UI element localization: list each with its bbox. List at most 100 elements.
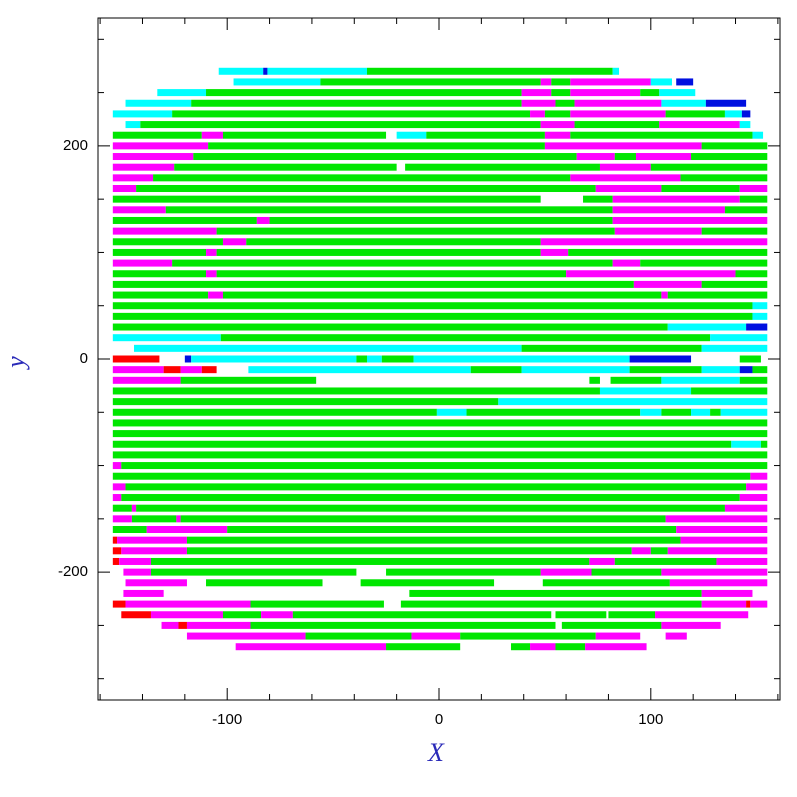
strip-segment xyxy=(112,174,154,182)
strip-segment xyxy=(661,99,706,107)
strip-segment xyxy=(165,206,613,214)
strip-segment xyxy=(180,376,317,384)
strip-segment xyxy=(680,174,768,182)
strip-segment xyxy=(650,78,672,86)
y-axis-label: y xyxy=(1,356,30,371)
strip-segment xyxy=(131,515,177,523)
strip-segment xyxy=(112,430,768,438)
strip-segment xyxy=(112,419,768,427)
strip-segment xyxy=(112,291,209,299)
strip-segment xyxy=(739,185,768,192)
strip-segment xyxy=(250,600,384,608)
strip-segment xyxy=(184,355,192,363)
strip-segment xyxy=(153,174,571,182)
strip-segment xyxy=(112,280,634,288)
strip-segment xyxy=(146,526,228,533)
strip-segment xyxy=(112,472,751,480)
strip-segment xyxy=(612,206,725,214)
strip-segment xyxy=(724,504,768,512)
strip-segment xyxy=(752,366,768,374)
strip-segment xyxy=(112,270,207,278)
strip-segment xyxy=(521,366,630,374)
strip-segment xyxy=(705,99,747,107)
strip-segment xyxy=(612,67,620,75)
strip-segment xyxy=(248,366,471,374)
strip-segment xyxy=(112,238,223,246)
strip-segment xyxy=(112,366,164,374)
strip-segment xyxy=(701,280,768,288)
strip-segment xyxy=(659,121,740,129)
strip-segment xyxy=(470,366,522,374)
strip-segment xyxy=(112,163,175,171)
strip-segment xyxy=(191,99,522,107)
strip-segment xyxy=(201,366,217,374)
strip-segment xyxy=(701,344,768,352)
strip-segment xyxy=(542,579,670,587)
strip-segment xyxy=(612,216,768,224)
strip-segment xyxy=(739,355,761,363)
strip-segment xyxy=(360,579,495,587)
strip-segment xyxy=(540,248,569,256)
strip-segment xyxy=(583,195,613,203)
strip-segment xyxy=(752,131,764,139)
strip-segment xyxy=(629,366,702,374)
strip-segment xyxy=(121,611,151,619)
strip-segment xyxy=(121,547,187,555)
strip-segment xyxy=(716,557,768,565)
strip-segment xyxy=(661,185,740,192)
strip-segment xyxy=(599,387,692,395)
strip-segment xyxy=(739,121,751,129)
strip-segment xyxy=(112,110,173,118)
strip-segment xyxy=(612,259,641,267)
strip-segment xyxy=(206,89,522,97)
strip-segment xyxy=(112,185,137,192)
strip-segment xyxy=(180,515,666,523)
strip-segment xyxy=(633,280,702,288)
strip-segment xyxy=(112,515,132,523)
strip-segment xyxy=(595,185,662,192)
strip-segment xyxy=(530,110,545,118)
strip-segment xyxy=(186,536,681,544)
strip-segment xyxy=(161,621,179,629)
strip-segment xyxy=(676,526,768,533)
strip-segment xyxy=(735,270,768,278)
strip-segment xyxy=(267,67,367,75)
strip-segment xyxy=(544,142,702,150)
strip-segment xyxy=(570,78,651,86)
strip-segment xyxy=(150,568,357,576)
strip-segment xyxy=(396,131,427,139)
strip-segment xyxy=(540,121,575,129)
strip-segment xyxy=(676,78,694,86)
strip-segment xyxy=(752,312,768,320)
strip-segment xyxy=(112,600,126,608)
strip-segment xyxy=(561,621,662,629)
strip-segment xyxy=(123,589,164,597)
strip-segment xyxy=(667,323,747,331)
strip-segment xyxy=(589,376,600,384)
strip-segment xyxy=(112,259,173,267)
strip-segment xyxy=(710,408,721,416)
strip-segment xyxy=(163,366,181,374)
strip-segment xyxy=(669,579,768,587)
strip-segment xyxy=(112,227,217,235)
strip-segment xyxy=(112,536,118,544)
strip-segment xyxy=(112,195,541,203)
strip-segment xyxy=(112,131,202,139)
strip-segment xyxy=(701,142,768,150)
strip-segment xyxy=(667,291,768,299)
strip-segment xyxy=(112,494,122,502)
x-tick-label: 0 xyxy=(435,711,443,728)
strip-segment xyxy=(305,632,412,640)
strip-segment xyxy=(610,376,662,384)
strip-segment xyxy=(521,89,552,97)
strip-segment xyxy=(691,387,768,395)
strip-segment xyxy=(218,67,264,75)
strip-segment xyxy=(555,99,575,107)
strip-segment xyxy=(125,121,141,129)
strip-segment xyxy=(409,589,702,597)
y-tick-label: 0 xyxy=(80,350,88,367)
strip-segment xyxy=(741,110,751,118)
strip-segment xyxy=(746,483,768,491)
strip-segment xyxy=(112,398,499,406)
